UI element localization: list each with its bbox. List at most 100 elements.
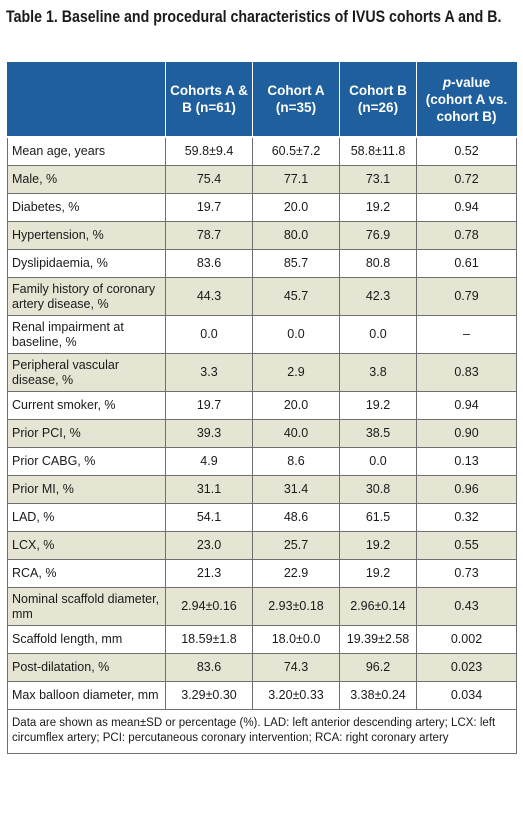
cell-cohort-b: 42.3: [339, 277, 417, 316]
cell-p-value: 0.90: [416, 419, 517, 448]
table-row: Male, % 75.4 77.1 73.1 0.72: [7, 165, 517, 194]
cell-cohorts-ab: 18.59±1.8: [165, 625, 253, 654]
header-cohort-b: Cohort B (n=26): [339, 62, 417, 138]
footnote-row: Data are shown as mean±SD or percentage …: [7, 709, 517, 754]
cell-cohort-b: 96.2: [339, 653, 417, 682]
header-p-italic: p: [442, 74, 452, 90]
cell-p-value: 0.78: [416, 221, 517, 250]
cell-cohort-a: 2.9: [252, 353, 340, 392]
cell-cohort-b: 19.2: [339, 193, 417, 222]
table-row: Family history of coronary artery diseas…: [7, 277, 517, 316]
row-label: Scaffold length, mm: [7, 625, 166, 654]
cell-cohort-a: 22.9: [252, 559, 340, 588]
table-row: Peripheral vascular disease, % 3.3 2.9 3…: [7, 353, 517, 392]
cell-cohorts-ab: 83.6: [165, 249, 253, 278]
cell-cohort-a: 74.3: [252, 653, 340, 682]
header-row: Cohorts A & B (n=61) Cohort A (n=35) Coh…: [7, 62, 517, 138]
row-label: Prior PCI, %: [7, 419, 166, 448]
cell-cohorts-ab: 19.7: [165, 193, 253, 222]
row-label: Family history of coronary artery diseas…: [7, 277, 166, 316]
cell-cohorts-ab: 83.6: [165, 653, 253, 682]
cell-cohort-a: 80.0: [252, 221, 340, 250]
cell-cohort-b: 76.9: [339, 221, 417, 250]
cell-cohort-b: 19.2: [339, 559, 417, 588]
cell-cohort-b: 30.8: [339, 475, 417, 504]
cell-p-value: 0.61: [416, 249, 517, 278]
table-row: Prior PCI, % 39.3 40.0 38.5 0.90: [7, 419, 517, 448]
cell-p-value: 0.94: [416, 193, 517, 222]
cell-cohorts-ab: 0.0: [165, 315, 253, 354]
cell-cohort-a: 18.0±0.0: [252, 625, 340, 654]
table-title: Table 1. Baseline and procedural charact…: [6, 8, 502, 26]
cell-p-value: 0.72: [416, 165, 517, 194]
table-row: Nominal scaffold diameter, mm 2.94±0.16 …: [7, 587, 517, 626]
cell-cohort-b: 38.5: [339, 419, 417, 448]
table-row: LAD, % 54.1 48.6 61.5 0.32: [7, 503, 517, 532]
table-row: Renal impairment at baseline, % 0.0 0.0 …: [7, 315, 517, 354]
cell-cohorts-ab: 4.9: [165, 447, 253, 476]
cell-cohorts-ab: 2.94±0.16: [165, 587, 253, 626]
cell-cohort-a: 25.7: [252, 531, 340, 560]
cell-p-value: 0.73: [416, 559, 517, 588]
table-footnote: Data are shown as mean±SD or percentage …: [7, 709, 517, 754]
cell-p-value: 0.79: [416, 277, 517, 316]
row-label: Nominal scaffold diameter, mm: [7, 587, 166, 626]
cell-cohort-b: 3.8: [339, 353, 417, 392]
table-row: Dyslipidaemia, % 83.6 85.7 80.8 0.61: [7, 249, 517, 278]
cell-cohort-a: 0.0: [252, 315, 340, 354]
cell-cohort-b: 0.0: [339, 447, 417, 476]
cell-p-value: 0.52: [416, 136, 517, 166]
table-row: Max balloon diameter, mm 3.29±0.30 3.20±…: [7, 681, 517, 710]
row-label: Peripheral vascular disease, %: [7, 353, 166, 392]
cell-cohorts-ab: 39.3: [165, 419, 253, 448]
characteristics-table: Cohorts A & B (n=61) Cohort A (n=35) Coh…: [7, 62, 517, 754]
row-label: Dyslipidaemia, %: [7, 249, 166, 278]
cell-cohort-b: 0.0: [339, 315, 417, 354]
cell-p-value: 0.94: [416, 391, 517, 420]
cell-cohort-a: 45.7: [252, 277, 340, 316]
row-label: RCA, %: [7, 559, 166, 588]
table-row: Post-dilatation, % 83.6 74.3 96.2 0.023: [7, 653, 517, 682]
cell-cohort-a: 77.1: [252, 165, 340, 194]
table-row: Prior MI, % 31.1 31.4 30.8 0.96: [7, 475, 517, 504]
cell-p-value: 0.83: [416, 353, 517, 392]
cell-cohort-b: 58.8±11.8: [339, 136, 417, 166]
cell-cohorts-ab: 59.8±9.4: [165, 136, 253, 166]
cell-p-value: 0.43: [416, 587, 517, 626]
cell-cohort-a: 2.93±0.18: [252, 587, 340, 626]
cell-p-value: 0.002: [416, 625, 517, 654]
cell-p-value: 0.023: [416, 653, 517, 682]
cell-cohorts-ab: 21.3: [165, 559, 253, 588]
cell-cohort-a: 40.0: [252, 419, 340, 448]
header-cohorts-ab: Cohorts A & B (n=61): [165, 62, 253, 138]
table-row: RCA, % 21.3 22.9 19.2 0.73: [7, 559, 517, 588]
row-label: Mean age, years: [7, 136, 166, 166]
cell-cohorts-ab: 3.29±0.30: [165, 681, 253, 710]
header-cohort-a: Cohort A (n=35): [252, 62, 340, 138]
cell-cohort-a: 60.5±7.2: [252, 136, 340, 166]
cell-cohorts-ab: 23.0: [165, 531, 253, 560]
row-label: LAD, %: [7, 503, 166, 532]
cell-cohorts-ab: 44.3: [165, 277, 253, 316]
cell-cohort-a: 20.0: [252, 193, 340, 222]
cell-cohort-a: 3.20±0.33: [252, 681, 340, 710]
row-label: Prior CABG, %: [7, 447, 166, 476]
row-label: Diabetes, %: [7, 193, 166, 222]
table-row: Current smoker, % 19.7 20.0 19.2 0.94: [7, 391, 517, 420]
cell-cohort-a: 20.0: [252, 391, 340, 420]
table-row: Hypertension, % 78.7 80.0 76.9 0.78: [7, 221, 517, 250]
cell-p-value: 0.32: [416, 503, 517, 532]
cell-cohorts-ab: 54.1: [165, 503, 253, 532]
row-label: Renal impairment at baseline, %: [7, 315, 166, 354]
table-row: Diabetes, % 19.7 20.0 19.2 0.94: [7, 193, 517, 222]
cell-p-value: 0.13: [416, 447, 517, 476]
row-label: Hypertension, %: [7, 221, 166, 250]
header-p-rest: -value (cohort A vs. cohort B): [425, 74, 508, 124]
cell-cohorts-ab: 19.7: [165, 391, 253, 420]
row-label: Post-dilatation, %: [7, 653, 166, 682]
row-label: Prior MI, %: [7, 475, 166, 504]
cell-cohorts-ab: 3.3: [165, 353, 253, 392]
cell-cohort-b: 80.8: [339, 249, 417, 278]
cell-cohort-b: 3.38±0.24: [339, 681, 417, 710]
